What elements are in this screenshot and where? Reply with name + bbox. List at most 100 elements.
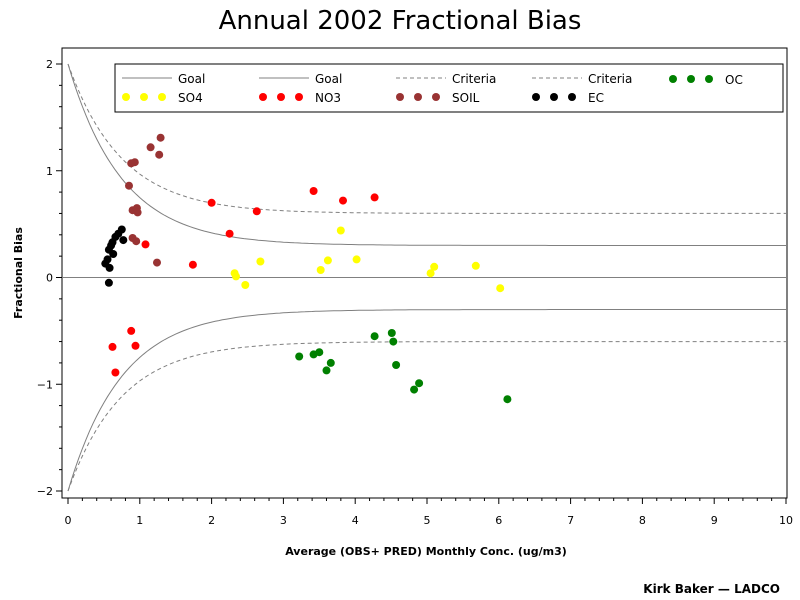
legend-marker-soil — [396, 93, 404, 101]
point-no3 — [207, 198, 216, 207]
x-axis-label: Average (OBS+ PRED) Monthly Conc. (ug/m3… — [285, 545, 567, 558]
point-ec — [105, 263, 114, 272]
y-tick-label: −1 — [37, 378, 53, 391]
legend-label-goal: Goal — [178, 72, 205, 86]
point-no3 — [108, 342, 117, 351]
legend-marker-ec — [550, 93, 558, 101]
y-axis-label: Fractional Bias — [12, 227, 25, 319]
legend-label-criteria: Criteria — [452, 72, 496, 86]
point-so4 — [323, 256, 332, 265]
reference-lines — [67, 63, 786, 492]
point-so4 — [496, 284, 505, 293]
point-no3 — [339, 196, 347, 205]
point-ec — [117, 225, 126, 234]
plot-area-frame — [61, 47, 788, 499]
point-oc — [503, 395, 512, 404]
x-tick-label: 5 — [424, 514, 431, 527]
point-so4 — [316, 266, 325, 274]
legend-marker-so4 — [122, 93, 130, 101]
legend-marker-no3 — [295, 93, 303, 101]
x-tick-label: 8 — [639, 514, 646, 527]
point-no3 — [225, 229, 234, 238]
legend-marker-so4 — [140, 93, 148, 101]
point-oc — [315, 348, 324, 357]
y-tick-label: 0 — [46, 272, 53, 285]
point-so4 — [241, 281, 250, 289]
legend-marker-oc — [669, 75, 677, 83]
legend-marker-oc — [705, 75, 713, 83]
point-oc — [387, 329, 396, 337]
y-tick-label: 1 — [46, 165, 53, 178]
reference-line-criteria-lower — [67, 341, 786, 492]
x-tick-label: 10 — [779, 514, 793, 527]
credit-text: Kirk Baker — LADCO — [643, 582, 780, 596]
x-tick-label: 0 — [65, 514, 72, 527]
legend-box — [114, 63, 784, 113]
x-tick-label: 1 — [136, 514, 143, 527]
legend-label-so4: SO4 — [178, 91, 203, 105]
reference-line-goal-upper — [67, 63, 786, 246]
point-so4 — [256, 257, 265, 266]
point-oc — [295, 352, 304, 361]
point-no3 — [141, 240, 150, 249]
point-no3 — [131, 341, 140, 350]
data-points — [101, 133, 512, 404]
point-soil — [146, 143, 155, 152]
legend-marker-oc — [687, 75, 695, 83]
legend-marker-soil — [414, 93, 422, 101]
legend-marker-ec — [532, 93, 540, 101]
point-ec — [103, 255, 112, 264]
point-oc — [370, 332, 379, 341]
point-soil — [130, 158, 139, 167]
x-tick-label: 7 — [567, 514, 574, 527]
point-so4 — [232, 272, 240, 281]
point-so4 — [430, 262, 439, 271]
point-ec — [119, 236, 128, 245]
legend-label-no3: NO3 — [315, 91, 341, 105]
x-tick-label: 2 — [208, 514, 215, 527]
point-no3 — [127, 326, 136, 335]
y-tick-label: 2 — [46, 58, 53, 71]
reference-line-criteria-upper — [67, 63, 786, 214]
legend-marker-ec — [568, 93, 576, 101]
reference-line-goal-lower — [67, 309, 786, 492]
point-oc — [392, 361, 401, 369]
point-oc — [410, 385, 419, 394]
point-so4 — [471, 261, 480, 270]
point-no3 — [370, 193, 379, 202]
point-soil — [155, 150, 164, 159]
point-no3 — [188, 260, 197, 269]
point-no3 — [309, 187, 318, 195]
point-ec — [104, 278, 113, 287]
point-soil — [125, 181, 133, 190]
x-tick-label: 6 — [495, 514, 502, 527]
legend-marker-no3 — [259, 93, 267, 101]
x-tick-label: 9 — [711, 514, 718, 527]
legend: Goal Goal Criteria Criteria SO4 NO3 SOIL EC OC — [114, 63, 784, 113]
point-oc — [415, 379, 424, 388]
legend-label-criteria: Criteria — [588, 72, 632, 86]
point-oc — [326, 358, 335, 367]
x-axis: 0 1 2 3 4 5 6 7 8 9 10 — [65, 498, 793, 527]
point-soil — [132, 237, 141, 246]
legend-marker-no3 — [277, 93, 285, 101]
point-ec — [109, 250, 118, 258]
x-tick-label: 4 — [352, 514, 359, 527]
x-tick-label: 3 — [280, 514, 287, 527]
point-soil — [156, 133, 165, 142]
point-soil — [153, 258, 161, 267]
legend-label-goal: Goal — [315, 72, 342, 86]
point-oc — [389, 337, 398, 346]
chart-title: Annual 2002 Fractional Bias — [218, 6, 582, 36]
legend-marker-so4 — [158, 93, 166, 101]
point-no3 — [252, 207, 261, 216]
point-oc — [322, 366, 331, 375]
point-so4 — [336, 226, 345, 235]
point-so4 — [426, 269, 435, 278]
y-tick-label: −2 — [37, 485, 53, 498]
legend-label-soil: SOIL — [452, 91, 480, 105]
legend-label-oc: OC — [725, 73, 743, 87]
point-soil — [133, 208, 142, 217]
legend-marker-soil — [432, 93, 440, 101]
